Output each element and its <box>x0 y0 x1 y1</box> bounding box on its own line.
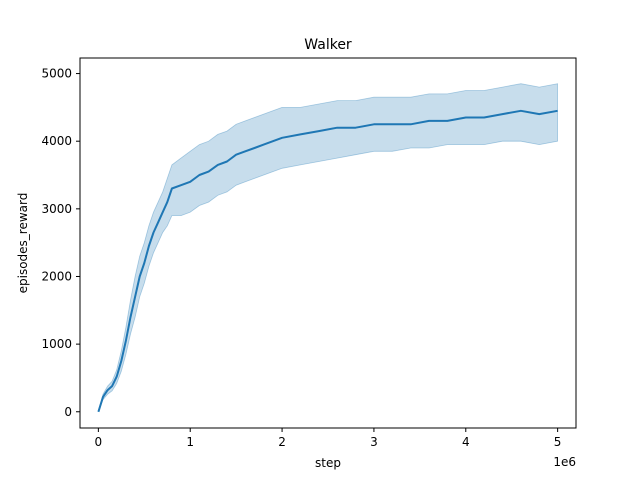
chart-title: Walker <box>304 37 352 53</box>
x-tick-label: 1 <box>186 435 194 449</box>
y-tick-label: 1000 <box>41 337 72 351</box>
y-tick-label: 4000 <box>41 134 72 148</box>
x-axis-label: step <box>315 456 341 470</box>
x-tick-label: 0 <box>95 435 103 449</box>
y-tick-label: 3000 <box>41 202 72 216</box>
mean-reward-line <box>97 109 558 413</box>
y-tick-label: 5000 <box>41 67 72 81</box>
x-tick-label: 4 <box>462 435 470 449</box>
confidence-band <box>98 83 558 412</box>
y-axis: 0 1000 2000 3000 4000 5000 <box>41 67 80 419</box>
x-axis-offset-text: 1e6 <box>553 455 576 469</box>
x-tick-label: 2 <box>278 435 286 449</box>
x-tick-label: 5 <box>554 435 562 449</box>
y-tick-label: 0 <box>64 405 72 419</box>
axes-frame <box>79 57 577 429</box>
x-axis: 0 1 2 3 4 5 <box>95 428 562 449</box>
plot-layer <box>97 83 558 413</box>
y-tick-label: 2000 <box>41 269 72 283</box>
x-tick-label: 3 <box>370 435 378 449</box>
y-axis-label: episodes_reward <box>16 193 30 294</box>
